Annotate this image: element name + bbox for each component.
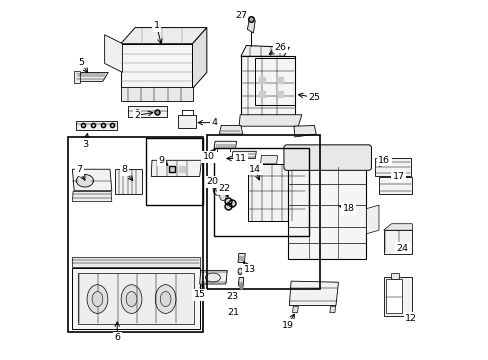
- Polygon shape: [390, 273, 398, 279]
- Ellipse shape: [87, 285, 108, 314]
- Polygon shape: [219, 126, 242, 134]
- Text: 6: 6: [114, 333, 120, 342]
- Bar: [206, 135, 319, 289]
- Ellipse shape: [205, 273, 220, 282]
- Ellipse shape: [126, 292, 137, 307]
- Polygon shape: [238, 278, 244, 286]
- Text: 22: 22: [218, 184, 230, 193]
- Polygon shape: [366, 205, 378, 234]
- Ellipse shape: [155, 285, 176, 314]
- Ellipse shape: [121, 285, 142, 314]
- Polygon shape: [378, 177, 411, 194]
- Polygon shape: [72, 169, 112, 191]
- Polygon shape: [104, 35, 122, 72]
- Bar: [145, 138, 203, 205]
- Polygon shape: [78, 273, 194, 324]
- Text: 26: 26: [274, 43, 286, 52]
- Polygon shape: [128, 107, 167, 117]
- Ellipse shape: [219, 192, 226, 201]
- Polygon shape: [178, 116, 196, 128]
- Text: 23: 23: [225, 292, 238, 301]
- Ellipse shape: [160, 292, 171, 307]
- Text: 13: 13: [244, 265, 255, 274]
- Polygon shape: [247, 164, 305, 221]
- Polygon shape: [374, 158, 410, 176]
- Text: 16: 16: [378, 156, 389, 165]
- FancyBboxPatch shape: [284, 145, 371, 170]
- Polygon shape: [121, 28, 206, 44]
- Text: 11: 11: [234, 154, 246, 163]
- Polygon shape: [76, 72, 108, 81]
- Polygon shape: [151, 160, 201, 176]
- Polygon shape: [289, 281, 338, 306]
- Text: 19: 19: [281, 321, 293, 330]
- Polygon shape: [241, 45, 289, 56]
- Text: 4: 4: [211, 118, 217, 127]
- Polygon shape: [72, 192, 112, 202]
- Polygon shape: [115, 169, 142, 194]
- Polygon shape: [285, 158, 370, 166]
- Text: 1: 1: [153, 21, 159, 30]
- Text: 2: 2: [134, 111, 140, 120]
- Ellipse shape: [238, 268, 242, 275]
- Polygon shape: [260, 156, 277, 164]
- Ellipse shape: [213, 183, 222, 195]
- Polygon shape: [192, 28, 206, 89]
- Polygon shape: [72, 257, 199, 267]
- Polygon shape: [287, 160, 366, 259]
- Polygon shape: [329, 306, 335, 313]
- Polygon shape: [292, 306, 298, 313]
- Text: 24: 24: [395, 244, 407, 253]
- Bar: [255, 58, 294, 105]
- Polygon shape: [121, 87, 192, 101]
- Polygon shape: [74, 71, 80, 83]
- Polygon shape: [239, 115, 301, 126]
- Text: 5: 5: [78, 58, 84, 67]
- Polygon shape: [241, 56, 294, 116]
- Polygon shape: [247, 17, 255, 33]
- Text: 21: 21: [227, 308, 239, 317]
- Text: 20: 20: [206, 177, 218, 186]
- Text: 17: 17: [392, 172, 404, 181]
- Text: 12: 12: [405, 314, 416, 323]
- Polygon shape: [214, 141, 236, 148]
- Text: 10: 10: [202, 152, 214, 161]
- Bar: [214, 148, 308, 235]
- Text: 15: 15: [193, 290, 205, 299]
- Text: 18: 18: [342, 204, 354, 213]
- Polygon shape: [383, 224, 411, 230]
- Polygon shape: [238, 253, 244, 262]
- Text: 27: 27: [234, 10, 246, 19]
- Ellipse shape: [92, 292, 102, 307]
- Text: 8: 8: [121, 166, 127, 175]
- Text: 9: 9: [158, 156, 164, 165]
- Polygon shape: [76, 121, 117, 130]
- Ellipse shape: [215, 186, 219, 192]
- Polygon shape: [231, 151, 256, 158]
- Polygon shape: [383, 230, 411, 253]
- Polygon shape: [293, 126, 316, 137]
- Polygon shape: [72, 268, 199, 329]
- Bar: [68, 137, 203, 332]
- Text: 3: 3: [81, 140, 88, 149]
- Polygon shape: [386, 279, 402, 314]
- Ellipse shape: [76, 175, 93, 187]
- Text: 7: 7: [77, 166, 82, 175]
- Polygon shape: [121, 44, 192, 89]
- Polygon shape: [199, 270, 227, 284]
- Text: 14: 14: [249, 165, 261, 174]
- Text: 25: 25: [308, 93, 320, 102]
- Polygon shape: [383, 277, 411, 316]
